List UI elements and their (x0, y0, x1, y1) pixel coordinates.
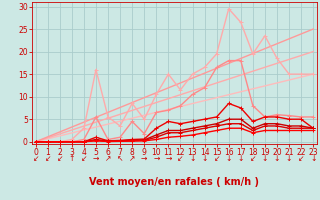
Text: ↙: ↙ (298, 154, 304, 163)
Text: ↑: ↑ (68, 154, 75, 163)
Text: ↓: ↓ (274, 154, 280, 163)
Text: ↗: ↗ (105, 154, 111, 163)
Text: →: → (93, 154, 99, 163)
Text: ↓: ↓ (310, 154, 316, 163)
Text: ↖: ↖ (117, 154, 123, 163)
Text: ↙: ↙ (44, 154, 51, 163)
Text: →: → (165, 154, 172, 163)
Text: ↓: ↓ (237, 154, 244, 163)
Text: ↙: ↙ (32, 154, 39, 163)
Text: ↓: ↓ (189, 154, 196, 163)
Text: ↙: ↙ (57, 154, 63, 163)
Text: ↓: ↓ (262, 154, 268, 163)
Text: ↓: ↓ (286, 154, 292, 163)
Text: ↙: ↙ (250, 154, 256, 163)
Text: ↓: ↓ (226, 154, 232, 163)
Text: ↙: ↙ (177, 154, 184, 163)
Text: ↙: ↙ (213, 154, 220, 163)
X-axis label: Vent moyen/en rafales ( km/h ): Vent moyen/en rafales ( km/h ) (89, 177, 260, 187)
Text: ↓: ↓ (201, 154, 208, 163)
Text: ↙: ↙ (81, 154, 87, 163)
Text: →: → (153, 154, 159, 163)
Text: ↗: ↗ (129, 154, 135, 163)
Text: →: → (141, 154, 148, 163)
